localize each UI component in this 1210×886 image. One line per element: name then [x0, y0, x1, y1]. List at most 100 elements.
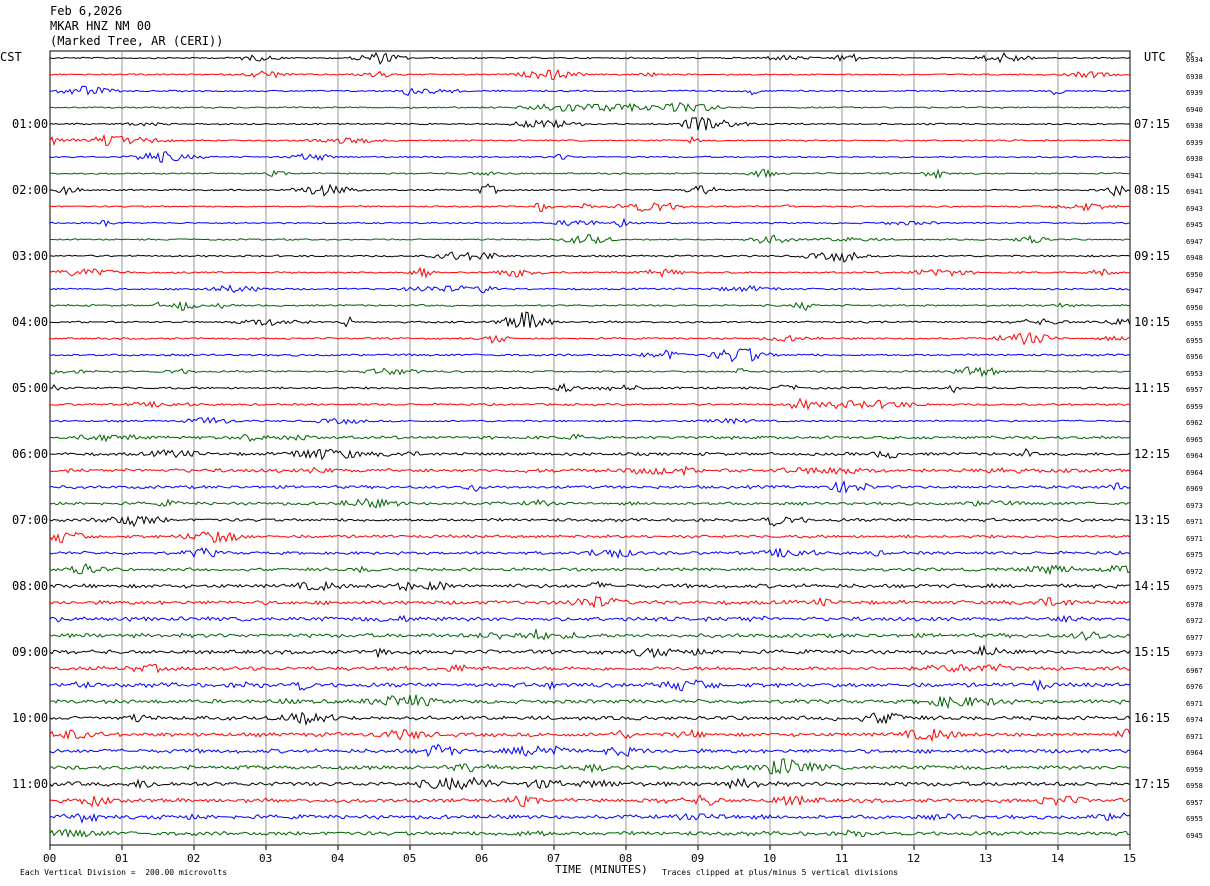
dc-offset-label: 6969	[1186, 485, 1203, 493]
seismic-trace	[49, 284, 1131, 294]
seismic-trace	[49, 133, 1131, 146]
cst-hour-label: 07:00	[12, 513, 49, 527]
seismic-trace	[49, 202, 1131, 213]
x-tick-label: 02	[187, 852, 201, 865]
seismic-trace	[49, 347, 1131, 363]
dc-offset-label: 6948	[1186, 254, 1203, 262]
x-tick-label: 05	[403, 852, 417, 865]
dc-offset-label: 6959	[1186, 765, 1203, 774]
seismic-trace	[49, 266, 1130, 279]
dc-offset-label: 6953	[1186, 369, 1203, 378]
dc-offset-label: 6971	[1186, 699, 1203, 708]
dc-offset-label: 6941	[1186, 171, 1203, 180]
dc-offset-label: 6941	[1186, 188, 1203, 196]
cst-hour-label: 08:00	[12, 579, 49, 593]
dc-offset-label: 6943	[1186, 204, 1203, 213]
seismic-trace	[49, 629, 1131, 642]
seismic-trace	[49, 311, 1131, 329]
dc-offset-label: 6959	[1186, 402, 1203, 411]
cst-hour-label: 01:00	[12, 117, 49, 131]
seismic-trace	[49, 217, 1130, 228]
dc-offset-label: 6945	[1186, 221, 1203, 229]
dc-offset-label: 6939	[1186, 89, 1203, 97]
x-tick-label: 10	[763, 852, 777, 865]
left-timezone-label: CST	[0, 50, 22, 64]
seismic-trace	[49, 515, 1131, 528]
x-tick-label: 01	[115, 852, 129, 865]
x-tick-label: 06	[475, 852, 489, 865]
station-label: MKAR HNZ NM 00	[50, 19, 152, 33]
utc-hour-label: 11:15	[1134, 381, 1171, 395]
dc-offset-label: 6976	[1186, 683, 1203, 691]
cst-hour-label: 04:00	[12, 315, 49, 329]
seismic-trace	[49, 614, 1131, 624]
x-tick-label: 15	[1123, 852, 1137, 865]
dc-header-label: DC	[1186, 51, 1195, 59]
seismic-trace	[49, 663, 1131, 674]
utc-hour-label: 17:15	[1134, 777, 1171, 791]
seismic-trace	[49, 497, 1131, 509]
seismic-trace	[49, 679, 1131, 692]
dc-offset-label: 6972	[1186, 567, 1203, 576]
dc-offset-label: 6938	[1186, 72, 1203, 81]
seismic-trace	[49, 397, 1131, 411]
plot-frame	[49, 50, 1131, 846]
dc-offset-label: 6964	[1186, 452, 1203, 460]
dc-offset-label: 6977	[1186, 633, 1203, 642]
dc-offset-label: 6957	[1186, 386, 1203, 394]
cst-hour-label: 03:00	[12, 249, 49, 263]
dc-offset-label: 6956	[1186, 353, 1203, 361]
dc-offset-label: 6940	[1186, 105, 1203, 114]
seismic-trace	[49, 547, 1131, 559]
seismic-trace	[49, 794, 1131, 808]
dc-offset-label: 6947	[1186, 237, 1203, 246]
right-timezone-label: UTC	[1144, 50, 1166, 64]
x-tick-label: 09	[691, 852, 705, 865]
x-tick-label: 00	[43, 852, 57, 865]
x-tick-label: 04	[331, 852, 345, 865]
x-tick-label: 14	[1051, 852, 1065, 865]
seismic-trace	[49, 711, 1131, 727]
seismic-trace	[49, 366, 1131, 378]
utc-hour-label: 08:15	[1134, 183, 1171, 197]
seismic-trace	[49, 644, 1131, 659]
seismic-trace	[50, 433, 1131, 443]
x-tick-label: 08	[619, 852, 633, 865]
seismic-trace	[49, 382, 1131, 394]
dc-offset-label: 6973	[1186, 501, 1203, 510]
seismic-trace	[49, 728, 1131, 743]
dc-offset-label: 6965	[1186, 435, 1203, 444]
dc-offset-label: 6975	[1186, 551, 1203, 559]
cst-hour-label: 06:00	[12, 447, 49, 461]
seismic-trace	[49, 151, 1131, 164]
seismic-trace	[49, 68, 1131, 81]
x-tick-label: 07	[547, 852, 561, 865]
scale-note: Each Vertical Division = 200.00 microvol…	[20, 868, 228, 877]
cst-hour-label: 02:00	[12, 183, 49, 197]
seismic-trace	[49, 776, 1131, 791]
clip-note: Traces clipped at plus/minus 5 vertical …	[662, 868, 899, 877]
x-tick-label: 13	[979, 852, 993, 865]
seismic-trace	[49, 465, 1131, 477]
x-tick-label: 03	[259, 852, 273, 865]
utc-hour-label: 10:15	[1134, 315, 1171, 329]
cst-hour-label: 09:00	[12, 645, 49, 659]
dc-offset-label: 6950	[1186, 303, 1203, 312]
dc-offset-label: 6955	[1186, 815, 1203, 823]
seismic-trace	[49, 829, 1131, 839]
seismic-trace	[49, 694, 1131, 710]
seismic-trace	[49, 116, 1131, 131]
dc-offset-label: 6938	[1186, 155, 1203, 163]
seismic-trace	[49, 331, 1131, 346]
seismic-trace	[49, 51, 1131, 65]
date-label: Feb 6,2026	[50, 4, 123, 18]
seismic-trace	[49, 183, 1131, 197]
location-label: (Marked Tree, AR (CERI))	[50, 34, 224, 48]
seismic-trace	[50, 234, 1131, 245]
utc-hour-label: 16:15	[1134, 711, 1171, 725]
dc-offset-label: 6947	[1186, 287, 1203, 295]
dc-offset-label: 6975	[1186, 584, 1203, 592]
seismic-trace	[49, 168, 1130, 180]
dc-offset-label: 6957	[1186, 798, 1203, 807]
